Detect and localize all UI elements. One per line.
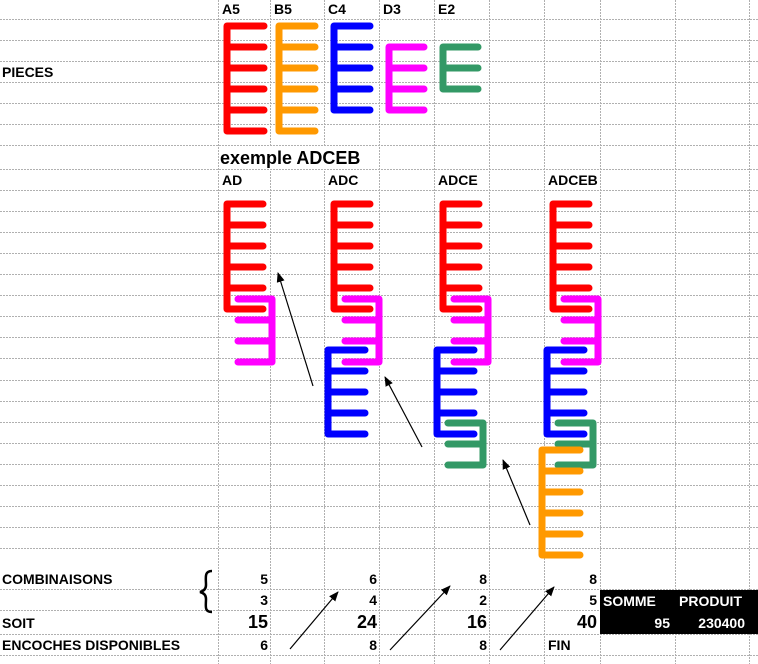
arrow <box>502 459 531 526</box>
assembly-piece-c <box>433 346 478 438</box>
assembly-piece-d-shape <box>341 295 383 366</box>
produit-value: 230400 <box>698 615 745 631</box>
combinaisons-value: 8 <box>479 571 487 587</box>
assembly-piece-a-shape <box>330 200 374 313</box>
arrow <box>289 591 339 650</box>
combinaisons-value: 5 <box>260 571 268 587</box>
piece-label-e: E2 <box>438 1 456 17</box>
soit-value: 15 <box>247 612 268 632</box>
combinaisons-value: 3 <box>260 592 268 608</box>
arrow <box>276 272 314 387</box>
piece-label-c: C4 <box>328 1 346 17</box>
assembly-piece-b <box>538 446 584 559</box>
step-label: ADCEB <box>548 172 598 188</box>
somme-value: 95 <box>654 615 670 631</box>
soit-value: 40 <box>576 612 597 632</box>
assembly-piece-d-shape <box>234 295 276 366</box>
encoches-value: 8 <box>479 637 487 653</box>
arrow <box>389 585 451 651</box>
combinaisons-value: 8 <box>589 571 597 587</box>
piece-a5-shape <box>223 22 268 135</box>
assembly-piece-a <box>549 200 593 313</box>
soit-value: 16 <box>466 612 487 632</box>
assembly-piece-a <box>223 200 267 313</box>
encoches-value: 8 <box>369 637 377 653</box>
encoches-label: ENCOCHES DISPONIBLES <box>2 637 181 653</box>
piece-d3-shape <box>385 43 428 114</box>
step-label: ADC <box>328 172 359 188</box>
piece-c4 <box>330 22 374 114</box>
arrow <box>499 586 555 651</box>
assembly-piece-c-shape <box>324 346 369 438</box>
assembly-piece-a-shape <box>223 200 267 313</box>
assembly-piece-d-shape <box>560 295 602 366</box>
piece-e2-shape <box>439 43 482 93</box>
piece-label-d: D3 <box>383 1 401 17</box>
piece-label-b: B5 <box>274 1 292 17</box>
step-label: ADCE <box>438 172 478 188</box>
assembly-piece-e <box>444 419 487 469</box>
combinaisons-value: 5 <box>589 592 597 608</box>
piece-a5 <box>223 22 268 135</box>
arrow <box>384 376 423 448</box>
piece-e2 <box>439 43 482 93</box>
result-block <box>600 590 758 634</box>
assembly-piece-a-shape <box>439 200 483 313</box>
assembly-piece-d <box>234 295 276 366</box>
assembly-piece-d <box>341 295 383 366</box>
assembly-piece-d <box>450 295 492 366</box>
assembly-piece-d-shape <box>450 295 492 366</box>
produit-label: PRODUIT <box>679 593 742 609</box>
encoches-value: 6 <box>260 637 268 653</box>
assembly-piece-c <box>543 346 588 438</box>
pieces-label: PIECES <box>2 64 54 80</box>
curly-brace <box>199 569 213 614</box>
combinaisons-value: 4 <box>369 592 377 608</box>
encoches-end: FIN <box>548 637 571 653</box>
piece-b5-shape <box>275 22 319 135</box>
assembly-piece-e-shape <box>554 419 597 469</box>
piece-b5 <box>275 22 319 135</box>
assembly-piece-a <box>330 200 374 313</box>
combinaisons-value: 2 <box>479 592 487 608</box>
assembly-piece-c <box>324 346 369 438</box>
assembly-piece-c-shape <box>543 346 588 438</box>
assembly-piece-c-shape <box>433 346 478 438</box>
step-label: AD <box>222 172 243 188</box>
combinaisons-value: 6 <box>369 571 377 587</box>
assembly-piece-a <box>439 200 483 313</box>
assembly-piece-e <box>554 419 597 469</box>
piece-d3 <box>385 43 428 114</box>
soit-value: 24 <box>356 612 377 632</box>
soit-label: SOIT <box>2 615 35 631</box>
assembly-piece-d <box>560 295 602 366</box>
somme-label: SOMME <box>603 593 656 609</box>
assembly-piece-e-shape <box>444 419 487 469</box>
assembly-piece-a-shape <box>549 200 593 313</box>
piece-label-a: A5 <box>222 1 240 17</box>
assembly-piece-b-shape <box>538 446 584 559</box>
example-title: exemple ADCEB <box>220 147 363 169</box>
piece-c4-shape <box>330 22 374 114</box>
combinaisons-label: COMBINAISONS <box>2 571 113 587</box>
